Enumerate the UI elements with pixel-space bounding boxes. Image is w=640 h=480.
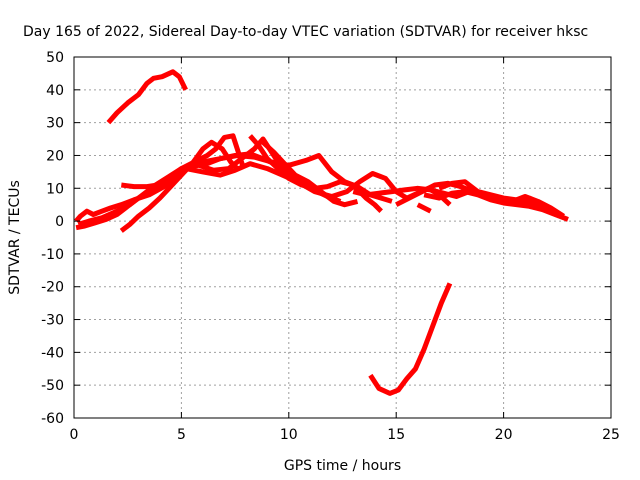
chart-title: Day 165 of 2022, Sidereal Day-to-day VTE… xyxy=(23,24,588,40)
data-series-arc-low xyxy=(368,282,453,396)
data-series-arc-13 xyxy=(438,179,557,214)
data-series-arc-4 xyxy=(119,139,239,233)
y-tick-label: 30 xyxy=(46,116,64,132)
y-tick-label: -10 xyxy=(41,247,64,263)
data-series-arc-9 xyxy=(261,140,359,208)
y-tick-label: -20 xyxy=(41,280,64,296)
y-tick-label: 0 xyxy=(55,214,64,230)
plot-frame xyxy=(73,56,612,419)
data-series-arc-12 xyxy=(423,189,569,222)
x-tick-label: 10 xyxy=(280,427,298,443)
y-tick-label: 10 xyxy=(46,181,64,197)
data-series-arc-14 xyxy=(416,202,432,214)
y-tick-label: 20 xyxy=(46,148,64,164)
y-tick-label: -40 xyxy=(41,345,64,361)
x-axis: 0 5 10 15 20 25 xyxy=(70,57,620,443)
x-tick-label: 15 xyxy=(387,427,405,443)
x-tick-label: 0 xyxy=(70,427,79,443)
data-series-arc-10 xyxy=(352,185,561,219)
y-tick-label: -50 xyxy=(41,378,64,394)
grid-lines xyxy=(74,57,611,418)
data-traces xyxy=(74,69,569,396)
y-tick-label: 40 xyxy=(46,83,64,99)
x-tick-label: 5 xyxy=(177,427,186,443)
data-series-arc-5 xyxy=(120,182,167,190)
x-tick-label: 20 xyxy=(495,427,513,443)
y-axis: -60 -50 -40 -30 -20 -10 0 10 20 30 40 50 xyxy=(41,50,611,427)
y-axis-label: SDTVAR / TECUs xyxy=(7,180,23,295)
y-tick-label: -60 xyxy=(41,411,64,427)
data-series-arc-3 xyxy=(75,133,247,231)
data-series-arc-high xyxy=(106,69,188,125)
x-tick-label: 25 xyxy=(602,427,620,443)
x-axis-label: GPS time / hours xyxy=(284,458,401,474)
y-tick-label: 50 xyxy=(46,50,64,66)
y-tick-label: -30 xyxy=(41,313,64,329)
